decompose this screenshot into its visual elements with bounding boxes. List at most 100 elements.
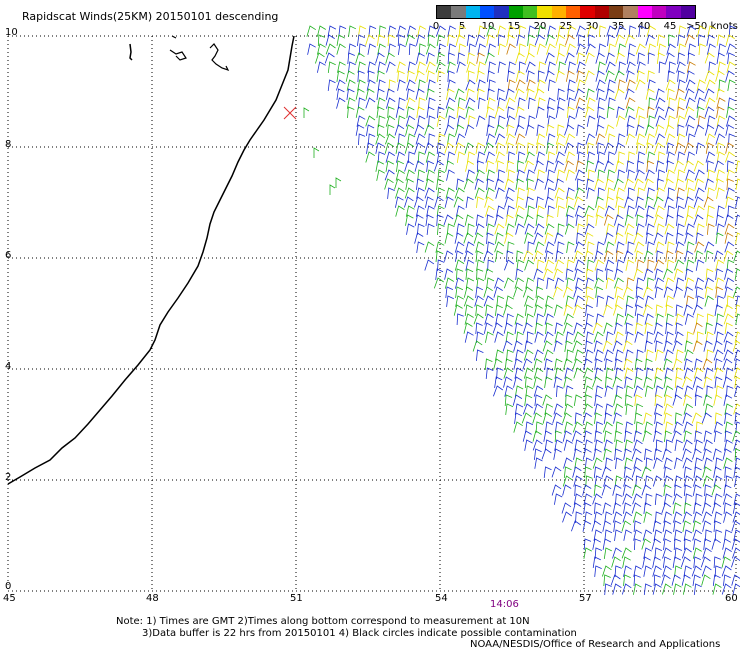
wind-barb <box>507 169 515 181</box>
wind-barb <box>677 151 686 163</box>
wind-barb <box>475 286 484 298</box>
wind-barb <box>628 43 636 55</box>
wind-barb <box>516 169 525 181</box>
map-title: Rapidscat Winds(25KM) 20150101 descendin… <box>22 10 279 23</box>
wind-barb <box>735 421 740 433</box>
wind-barb <box>474 187 485 199</box>
wind-barb <box>618 61 626 73</box>
wind-barb <box>605 124 615 136</box>
wind-barb <box>643 412 652 424</box>
wind-barb <box>647 259 655 272</box>
wind-barb <box>664 421 673 433</box>
wind-barb <box>425 196 434 208</box>
wind-barb <box>622 511 633 523</box>
wind-barb <box>365 88 375 100</box>
wind-barb <box>556 169 565 181</box>
wind-barb <box>554 322 563 334</box>
wind-barb <box>355 52 365 64</box>
wind-barb <box>646 241 655 253</box>
wind-barb <box>416 178 424 190</box>
wind-barb <box>514 277 525 289</box>
wind-barb <box>488 115 496 128</box>
wind-barb <box>646 133 656 145</box>
wind-barb <box>602 565 612 577</box>
wind-barb <box>446 88 455 100</box>
wind-barb <box>645 367 654 380</box>
wind-barb <box>532 439 543 451</box>
wind-barb <box>594 178 604 190</box>
wind-barb <box>645 493 653 506</box>
wind-barb <box>518 25 527 38</box>
wind-barb <box>583 430 592 442</box>
wind-barb <box>445 286 454 298</box>
wind-barb <box>454 232 464 244</box>
wind-barb <box>518 115 526 128</box>
wind-barb <box>454 259 465 271</box>
wind-barb <box>666 160 675 172</box>
wind-barb <box>515 70 525 82</box>
wind-barb <box>675 232 684 244</box>
wind-barb <box>428 133 436 146</box>
wind-barb <box>597 151 606 164</box>
wind-barb <box>657 43 666 55</box>
wind-barb <box>485 106 495 118</box>
wind-barb <box>663 511 673 523</box>
wind-barb <box>702 358 713 370</box>
wind-barb <box>576 232 584 245</box>
wind-barb <box>675 196 684 208</box>
wind-barb <box>697 34 706 47</box>
note-line-2: 3)Data buffer is 22 hrs from 20150101 4)… <box>142 628 577 639</box>
wind-barb <box>437 259 445 272</box>
wind-barb <box>663 493 673 505</box>
wind-barb <box>513 340 523 352</box>
scale-swatch <box>508 6 523 18</box>
wind-barb <box>603 412 613 424</box>
y-tick-10: 10 <box>5 27 18 38</box>
wind-barb <box>525 313 534 325</box>
wind-barb <box>603 475 613 487</box>
wind-barb <box>584 232 594 244</box>
wind-barb <box>523 349 534 361</box>
wind-barb <box>506 124 515 136</box>
wind-barb <box>604 358 613 370</box>
wind-barb <box>554 331 564 343</box>
wind-barb <box>555 106 565 118</box>
wind-barb <box>675 88 685 100</box>
wind-barb <box>547 61 556 73</box>
wind-barb <box>606 169 615 181</box>
wind-barb <box>563 358 573 370</box>
wind-barb <box>537 97 546 109</box>
wind-barb <box>475 250 484 262</box>
wind-barb <box>702 448 712 460</box>
wind-barb <box>565 268 574 280</box>
wind-barb <box>573 448 582 460</box>
wind-barb <box>732 340 740 352</box>
wind-barb <box>703 538 712 550</box>
wind-barb <box>585 331 594 343</box>
wind-barb <box>626 115 636 127</box>
wind-barb <box>395 187 405 199</box>
wind-barb <box>596 268 604 281</box>
wind-barb <box>536 43 546 55</box>
wind-barb <box>456 61 466 73</box>
wind-barb <box>455 34 465 46</box>
wind-barb <box>416 187 425 199</box>
wind-barb <box>546 97 556 109</box>
wind-barb <box>665 106 675 118</box>
wind-barb <box>715 232 724 244</box>
wind-barb <box>724 277 735 289</box>
wind-barb <box>495 142 505 154</box>
wind-barb <box>726 385 734 398</box>
wind-barb <box>674 547 683 560</box>
wind-barb <box>584 223 595 235</box>
wind-barb <box>715 286 724 298</box>
wind-barb <box>683 394 693 406</box>
wind-barb <box>547 25 557 37</box>
wind-barb <box>594 259 605 271</box>
wind-barb <box>595 214 604 226</box>
wind-barb <box>563 322 573 334</box>
wind-barb <box>506 250 514 263</box>
wind-barb <box>672 493 683 505</box>
wind-barb <box>655 124 665 136</box>
wind-barb <box>416 106 425 118</box>
